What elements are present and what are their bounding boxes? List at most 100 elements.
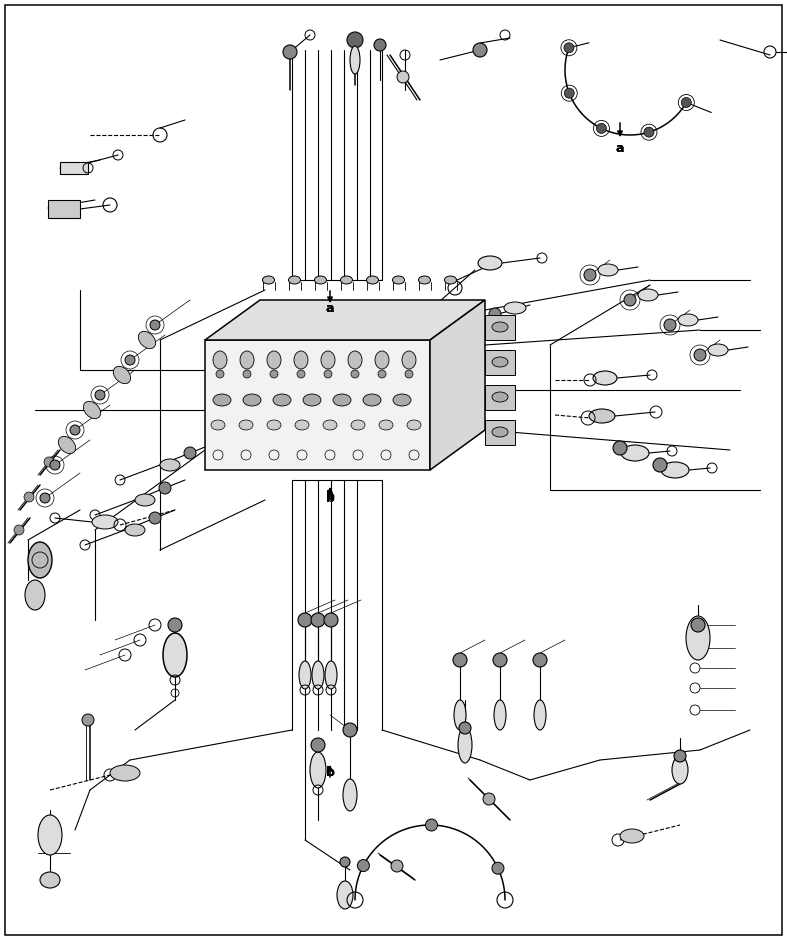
Polygon shape (48, 200, 80, 218)
Ellipse shape (321, 351, 335, 369)
Circle shape (311, 738, 325, 752)
Circle shape (82, 714, 94, 726)
Circle shape (378, 370, 386, 378)
Ellipse shape (239, 420, 253, 430)
Circle shape (459, 722, 471, 734)
Circle shape (489, 308, 501, 320)
Circle shape (453, 653, 467, 667)
Circle shape (653, 458, 667, 472)
Ellipse shape (492, 392, 508, 402)
Circle shape (125, 355, 135, 365)
Ellipse shape (303, 394, 321, 406)
Circle shape (324, 370, 332, 378)
Circle shape (340, 857, 350, 867)
Polygon shape (485, 350, 515, 375)
Ellipse shape (310, 752, 326, 788)
Ellipse shape (299, 661, 311, 689)
Ellipse shape (348, 351, 362, 369)
Circle shape (694, 349, 706, 361)
Circle shape (674, 750, 686, 762)
Circle shape (184, 447, 196, 459)
Circle shape (483, 793, 495, 805)
Circle shape (14, 525, 24, 535)
Circle shape (40, 493, 50, 503)
Circle shape (159, 482, 171, 494)
Polygon shape (205, 340, 430, 470)
Circle shape (149, 512, 161, 524)
Ellipse shape (38, 815, 62, 855)
Ellipse shape (494, 700, 506, 730)
Ellipse shape (337, 881, 353, 909)
Text: a: a (326, 303, 334, 316)
Circle shape (613, 441, 627, 455)
Ellipse shape (110, 765, 140, 781)
Ellipse shape (379, 420, 393, 430)
Ellipse shape (375, 351, 389, 369)
Text: a: a (326, 302, 334, 315)
Ellipse shape (213, 351, 227, 369)
Circle shape (597, 123, 607, 133)
Circle shape (397, 71, 409, 83)
Ellipse shape (83, 401, 101, 418)
Circle shape (644, 127, 654, 137)
Circle shape (473, 43, 487, 57)
Circle shape (168, 618, 182, 632)
Ellipse shape (504, 302, 526, 314)
Ellipse shape (402, 351, 416, 369)
Ellipse shape (620, 829, 644, 843)
Ellipse shape (325, 661, 337, 689)
Ellipse shape (58, 436, 76, 454)
Bar (60, 162, 88, 174)
Ellipse shape (686, 616, 710, 660)
Circle shape (243, 370, 251, 378)
Circle shape (426, 819, 438, 831)
Ellipse shape (367, 276, 379, 284)
Circle shape (24, 492, 34, 502)
Circle shape (682, 98, 691, 107)
Ellipse shape (211, 420, 225, 430)
Circle shape (270, 370, 278, 378)
Ellipse shape (454, 700, 466, 730)
Ellipse shape (160, 459, 180, 471)
Circle shape (283, 45, 297, 59)
Ellipse shape (589, 409, 615, 423)
Ellipse shape (92, 515, 118, 529)
Ellipse shape (638, 289, 658, 301)
Ellipse shape (240, 351, 254, 369)
Ellipse shape (267, 420, 281, 430)
Ellipse shape (672, 756, 688, 784)
Text: b: b (326, 490, 334, 503)
Text: b: b (326, 492, 334, 505)
Ellipse shape (40, 872, 60, 888)
Ellipse shape (163, 633, 187, 677)
Ellipse shape (273, 394, 291, 406)
Circle shape (584, 269, 596, 281)
Circle shape (691, 618, 705, 632)
Polygon shape (485, 385, 515, 410)
Circle shape (298, 613, 312, 627)
Ellipse shape (267, 351, 281, 369)
Circle shape (664, 319, 676, 331)
Text: a: a (615, 142, 624, 154)
Text: b: b (326, 766, 334, 779)
Ellipse shape (135, 494, 155, 506)
Circle shape (351, 370, 359, 378)
Ellipse shape (351, 420, 365, 430)
Ellipse shape (350, 46, 360, 74)
Ellipse shape (458, 727, 472, 763)
Ellipse shape (363, 394, 381, 406)
Circle shape (347, 32, 363, 48)
Text: b: b (326, 766, 334, 779)
Ellipse shape (323, 420, 337, 430)
Ellipse shape (661, 462, 689, 478)
Ellipse shape (621, 445, 649, 461)
Ellipse shape (113, 367, 131, 384)
Ellipse shape (492, 322, 508, 332)
Circle shape (374, 39, 386, 51)
Ellipse shape (492, 427, 508, 437)
Ellipse shape (419, 276, 430, 284)
Ellipse shape (478, 256, 502, 270)
Circle shape (564, 88, 575, 98)
Ellipse shape (333, 394, 351, 406)
Ellipse shape (708, 344, 728, 356)
